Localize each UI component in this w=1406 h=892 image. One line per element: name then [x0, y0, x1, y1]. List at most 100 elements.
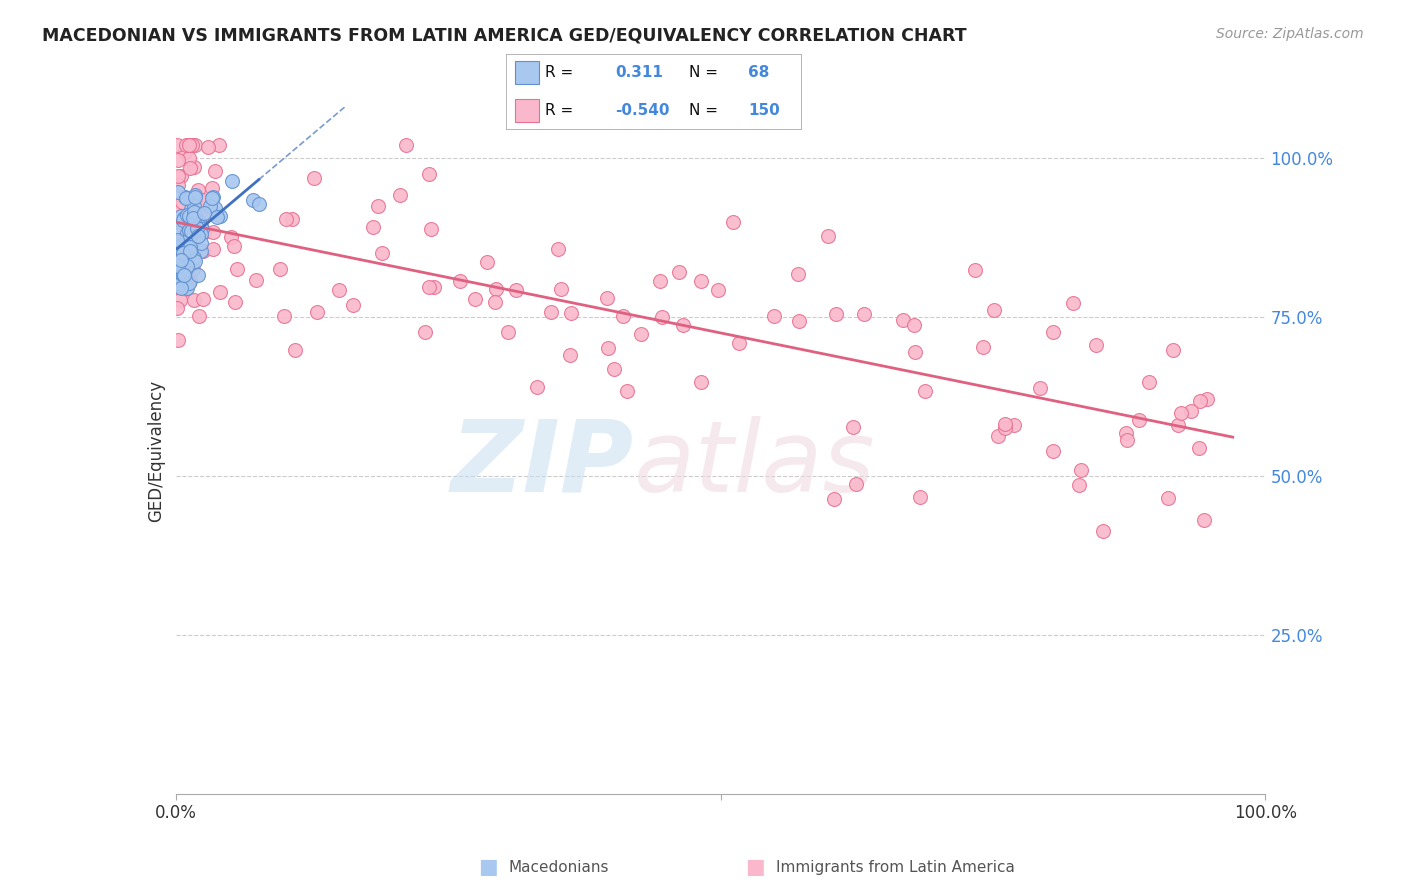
- Point: [190, 219, 212, 234]
- Point: [475, 255, 498, 269]
- Point: [170, 217, 193, 231]
- Point: [191, 221, 214, 235]
- Text: ■: ■: [745, 857, 765, 877]
- Point: [191, 193, 214, 207]
- Point: [616, 384, 638, 398]
- Point: [371, 245, 394, 260]
- Point: [176, 281, 198, 295]
- Point: [994, 417, 1017, 432]
- Point: [1028, 381, 1050, 395]
- Point: [547, 242, 569, 256]
- Point: [181, 211, 204, 226]
- Point: [184, 138, 207, 153]
- Point: [176, 242, 198, 256]
- Point: [908, 490, 931, 504]
- Point: [1170, 406, 1192, 420]
- Point: [598, 341, 620, 355]
- Point: [823, 492, 845, 507]
- Point: [173, 282, 195, 296]
- Point: [174, 145, 197, 159]
- Point: [166, 233, 188, 247]
- Point: [166, 251, 188, 265]
- Point: [172, 268, 194, 283]
- Point: [177, 241, 200, 255]
- Point: [550, 282, 572, 296]
- Point: [166, 201, 188, 215]
- Point: [201, 190, 224, 204]
- Point: [169, 280, 191, 294]
- Point: [188, 215, 211, 229]
- Text: N =: N =: [689, 64, 718, 79]
- Point: [179, 276, 201, 290]
- Point: [690, 376, 713, 390]
- Point: [187, 201, 209, 215]
- Point: [361, 219, 384, 234]
- Point: [723, 215, 745, 229]
- Point: [166, 252, 188, 266]
- Point: [187, 183, 209, 197]
- Point: [193, 206, 215, 220]
- Point: [247, 196, 270, 211]
- Point: [845, 476, 868, 491]
- Point: [166, 239, 188, 253]
- Text: Immigrants from Latin America: Immigrants from Latin America: [776, 860, 1015, 874]
- Point: [186, 229, 208, 244]
- Point: [526, 379, 548, 393]
- Text: Macedonians: Macedonians: [509, 860, 609, 874]
- Point: [852, 307, 875, 321]
- Point: [179, 209, 201, 223]
- Point: [668, 265, 690, 279]
- Point: [603, 361, 626, 376]
- Text: -0.540: -0.540: [616, 103, 669, 118]
- Point: [201, 225, 224, 239]
- Point: [305, 305, 328, 319]
- Text: R =: R =: [544, 103, 572, 118]
- Point: [893, 313, 915, 327]
- Y-axis label: GED/Equivalency: GED/Equivalency: [146, 379, 165, 522]
- Point: [190, 227, 212, 241]
- Point: [184, 190, 207, 204]
- Point: [166, 221, 188, 235]
- Point: [177, 223, 200, 237]
- Point: [903, 318, 925, 332]
- Point: [183, 199, 205, 213]
- Point: [169, 260, 191, 275]
- Point: [166, 280, 188, 294]
- Point: [202, 242, 225, 256]
- Point: [963, 262, 986, 277]
- Point: [197, 140, 219, 154]
- Point: [177, 209, 200, 223]
- Point: [167, 153, 190, 168]
- Point: [786, 267, 808, 281]
- Point: [169, 277, 191, 292]
- Point: [180, 202, 202, 217]
- Point: [224, 294, 246, 309]
- Text: 0.311: 0.311: [616, 64, 664, 79]
- Point: [221, 173, 243, 187]
- Point: [222, 239, 245, 253]
- Point: [596, 291, 619, 305]
- Point: [1002, 418, 1025, 433]
- Point: [174, 234, 197, 248]
- Point: [183, 160, 205, 174]
- Point: [187, 209, 209, 223]
- Point: [186, 220, 208, 235]
- Point: [198, 199, 221, 213]
- Point: [187, 218, 209, 232]
- Point: [817, 228, 839, 243]
- Point: [167, 235, 190, 249]
- Point: [1069, 477, 1091, 491]
- Point: [187, 268, 209, 282]
- Point: [190, 244, 212, 258]
- Point: [690, 275, 713, 289]
- Point: [173, 219, 195, 234]
- Point: [1161, 343, 1184, 357]
- Point: [184, 253, 207, 268]
- Point: [485, 282, 508, 296]
- Text: R =: R =: [544, 64, 572, 79]
- Point: [787, 314, 810, 328]
- Point: [176, 191, 198, 205]
- Point: [418, 167, 440, 181]
- Point: [204, 164, 226, 178]
- Point: [269, 262, 291, 277]
